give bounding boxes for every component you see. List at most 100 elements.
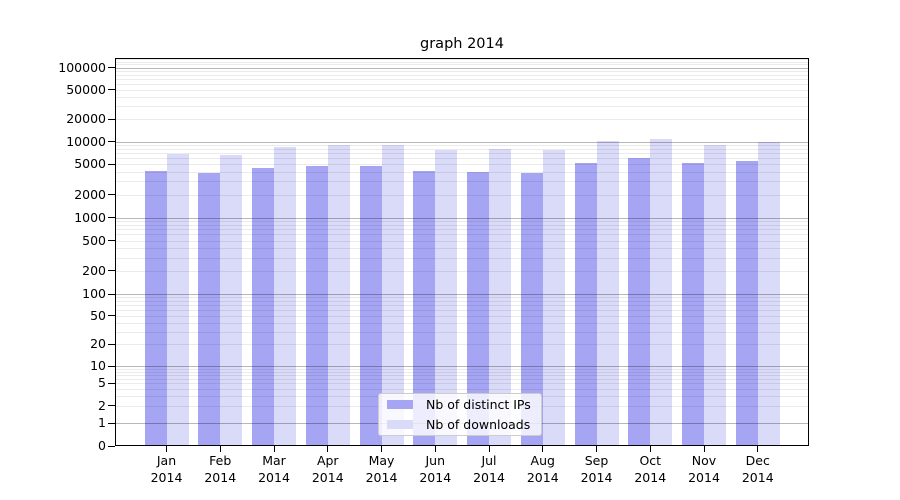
minor-gridline <box>116 371 808 373</box>
minor-gridline <box>116 378 808 380</box>
y-tick-mark <box>108 382 115 384</box>
x-tick-month: Sep <box>584 453 609 468</box>
y-tick-label: 200 <box>82 262 106 278</box>
y-tick-mark <box>108 217 115 218</box>
x-tick-year: 2014 <box>419 470 452 485</box>
bar-nb-of-downloads-apr <box>327 144 350 446</box>
y-tick-label: 20 <box>90 336 106 352</box>
bar-nb-of-distinct-ips-may <box>359 165 382 446</box>
x-tick-month: Jan <box>156 453 177 468</box>
minor-gridline <box>116 148 808 150</box>
minor-gridline <box>116 322 808 324</box>
minor-gridline <box>116 106 808 108</box>
y-tick-label: 2000 <box>74 186 106 202</box>
bar-nb-of-distinct-ips-aug <box>520 172 543 446</box>
x-tick-year: 2014 <box>634 470 667 485</box>
x-tick-mark <box>596 446 597 452</box>
minor-gridline <box>116 119 808 121</box>
bar-nb-of-distinct-ips-sep <box>574 163 597 446</box>
major-gridline <box>116 217 808 219</box>
x-tick-label: May 2014 <box>354 452 410 486</box>
minor-gridline <box>116 368 808 370</box>
minor-gridline <box>116 83 808 85</box>
x-tick-label: Mar 2014 <box>246 452 302 486</box>
minor-gridline <box>116 374 808 376</box>
minor-gridline <box>116 331 808 333</box>
x-tick-year: 2014 <box>311 470 344 485</box>
x-tick-month: Aug <box>530 453 555 468</box>
bar-nb-of-distinct-ips-jun <box>413 170 436 446</box>
legend-swatch-downloads <box>387 420 413 429</box>
minor-gridline <box>116 181 808 183</box>
minor-gridline <box>116 158 808 160</box>
minor-gridline <box>116 229 808 231</box>
minor-gridline <box>116 224 808 226</box>
minor-gridline <box>116 383 808 385</box>
y-tick-label: 50000 <box>66 81 106 97</box>
minor-gridline <box>116 240 808 242</box>
y-tick-mark <box>108 315 115 317</box>
x-tick-label: Apr 2014 <box>300 452 356 486</box>
y-tick-label: 500 <box>82 232 106 248</box>
x-tick-year: 2014 <box>150 470 183 485</box>
minor-gridline <box>116 247 808 249</box>
y-tick-label: 100 <box>82 286 106 301</box>
y-tick-label: 50 <box>90 307 106 323</box>
bar-nb-of-downloads-may <box>381 144 404 446</box>
y-tick-label: 5000 <box>74 156 106 172</box>
x-tick-year: 2014 <box>741 470 774 485</box>
y-tick-mark <box>108 343 115 345</box>
x-tick-month: Oct <box>639 453 662 468</box>
x-tick-mark <box>219 446 221 452</box>
minor-gridline <box>116 74 808 76</box>
bar-nb-of-distinct-ips-nov <box>682 163 704 446</box>
y-tick-mark <box>108 293 115 295</box>
y-tick-label: 2 <box>98 397 106 413</box>
minor-gridline <box>116 270 808 272</box>
major-gridline <box>116 67 808 69</box>
bar-nb-of-distinct-ips-apr <box>305 166 328 446</box>
x-tick-label: Nov 2014 <box>676 452 732 486</box>
y-tick-label: 10000 <box>66 133 106 149</box>
y-tick-mark <box>108 270 115 272</box>
x-tick-mark <box>381 446 382 452</box>
minor-gridline <box>116 96 808 98</box>
y-tick-label: 20000 <box>66 111 106 127</box>
legend-entry-downloads: Nb of downloads <box>379 416 541 433</box>
x-tick-year: 2014 <box>526 470 559 485</box>
legend-label-distinct-ips: Nb of distinct IPs <box>426 397 531 412</box>
x-tick-month: Nov <box>691 453 717 468</box>
bar-nb-of-distinct-ips-jan <box>144 170 167 446</box>
x-tick-mark <box>327 446 329 452</box>
x-tick-year: 2014 <box>688 470 720 485</box>
x-tick-month: May <box>368 453 395 468</box>
x-tick-year: 2014 <box>204 470 237 485</box>
bar-nb-of-downloads-jan <box>166 154 189 446</box>
bar-nb-of-distinct-ips-oct <box>628 158 651 446</box>
y-tick-mark <box>108 445 115 447</box>
y-tick-label: 100000 <box>58 59 106 75</box>
x-tick-month: Jul <box>481 453 497 468</box>
y-tick-mark <box>108 422 115 424</box>
bar-nb-of-downloads-nov <box>704 144 726 446</box>
minor-gridline <box>116 194 808 196</box>
legend-swatch-distinct-ips <box>387 400 413 409</box>
bar-nb-of-downloads-oct <box>650 139 673 446</box>
minor-gridline <box>116 144 808 146</box>
x-tick-mark <box>757 446 759 452</box>
x-tick-mark <box>434 446 436 452</box>
minor-gridline <box>116 234 808 236</box>
minor-gridline <box>116 61 808 63</box>
minor-gridline <box>116 305 808 307</box>
y-tick-mark <box>108 118 115 120</box>
y-tick-label: 1 <box>98 415 106 430</box>
y-tick-mark <box>108 67 115 68</box>
x-tick-month: Dec <box>745 453 770 468</box>
bar-nb-of-distinct-ips-mar <box>252 167 274 446</box>
y-tick-mark <box>108 194 115 196</box>
minor-gridline <box>116 309 808 311</box>
y-tick-mark <box>108 365 115 367</box>
x-tick-label: Aug 2014 <box>515 452 571 486</box>
x-tick-label: Oct 2014 <box>622 452 678 486</box>
minor-gridline <box>116 344 808 346</box>
